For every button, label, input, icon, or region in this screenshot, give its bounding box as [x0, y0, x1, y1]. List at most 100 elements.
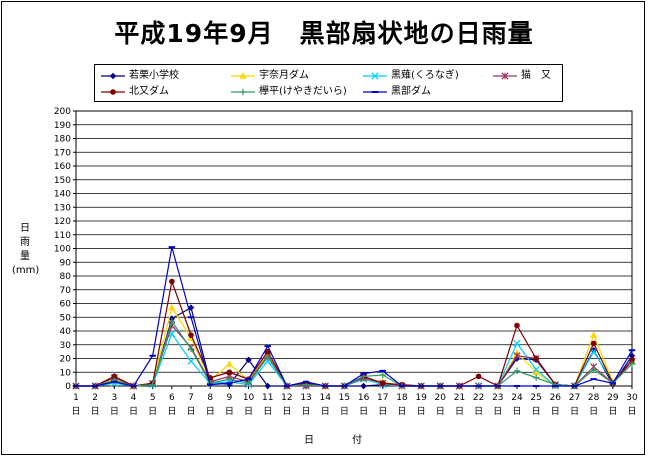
legend-label: 黒薙(くろなぎ) [391, 70, 459, 81]
x-tick-label: 19 日 [415, 393, 427, 417]
data-point [628, 360, 636, 368]
series-line [76, 307, 633, 387]
legend: 若栗小学校 宇奈月ダム 黒薙(くろなぎ) 猫 又北又ダム 欅平(けやきだいら) 黒部ダム [94, 64, 563, 102]
x-tick-label: 14 日 [320, 393, 332, 417]
legend-marker [110, 89, 116, 95]
data-point [187, 316, 195, 319]
data-point [590, 340, 597, 347]
data-point [589, 331, 598, 338]
y-axis-label: 日雨量 (mm) [12, 223, 40, 276]
x-tick-label: 23 日 [492, 393, 503, 417]
data-point [111, 380, 118, 383]
data-point [245, 356, 252, 364]
chart-title: 平成19年9月 黒部扇状地の日雨量 [114, 19, 534, 48]
data-point [226, 375, 233, 383]
legend-label: 猫 又 [521, 70, 551, 81]
x-tick-label: 27 日 [569, 393, 580, 417]
x-tick-label: 11 日 [262, 393, 273, 417]
data-point [379, 371, 386, 379]
series-7 [72, 246, 636, 387]
data-point [629, 357, 635, 363]
y-tick-label: 100 [54, 245, 71, 255]
data-point [168, 246, 176, 249]
x-tick-label: 13 日 [300, 393, 311, 417]
y-tick-label: 0 [65, 382, 71, 392]
series-line [76, 320, 633, 387]
data-point [513, 352, 521, 360]
data-point [264, 353, 271, 361]
data-point [91, 385, 99, 387]
data-point [532, 385, 540, 387]
legend-marker [371, 91, 379, 93]
y-tick-label: 200 [54, 107, 71, 117]
data-point [302, 380, 310, 383]
data-point [437, 385, 444, 387]
legend-swatch [363, 91, 387, 93]
x-tick-label: 29 日 [607, 393, 619, 417]
data-point [398, 385, 406, 387]
y-tick-label: 160 [54, 162, 71, 172]
data-point [379, 369, 386, 372]
data-point [149, 381, 156, 388]
data-point [72, 385, 80, 387]
legend-marker [239, 72, 247, 79]
x-tick-label: 18 日 [396, 393, 408, 417]
legend-label: 宇奈月ダム [259, 70, 309, 81]
data-point [532, 365, 540, 374]
legend-marker [239, 88, 247, 96]
x-tick-label: 12 日 [281, 393, 292, 417]
legend-swatch [101, 89, 125, 95]
data-point [322, 385, 329, 387]
data-point [187, 357, 195, 365]
y-tick-label: 110 [54, 231, 71, 241]
legend-swatch [363, 72, 387, 80]
x-tick-label: 10 日 [243, 393, 255, 417]
data-point [225, 360, 234, 367]
data-point [226, 369, 233, 376]
series-line [76, 280, 633, 387]
data-point [264, 345, 271, 348]
data-point [283, 385, 291, 387]
x-axis-label: 日 付 [304, 435, 376, 446]
y-tick-label: 140 [54, 190, 71, 200]
x-tick-label: 24 日 [511, 393, 523, 417]
y-tick-label: 50 [60, 313, 72, 323]
data-point [475, 385, 482, 387]
x-tick-label: 25 日 [530, 393, 541, 417]
legend-label: 黒部ダム [391, 86, 431, 97]
x-tick-label: 17 日 [377, 393, 388, 417]
data-point [533, 355, 539, 362]
y-tick-label: 60 [60, 300, 72, 310]
y-tick-label: 20 [60, 355, 72, 365]
data-point [552, 385, 559, 387]
data-point [264, 382, 271, 390]
legend-marker [109, 72, 117, 80]
legend-marker [501, 72, 509, 80]
data-point [628, 349, 636, 352]
y-tick-label: 130 [54, 203, 71, 213]
data-point [187, 345, 195, 353]
data-point [417, 385, 425, 387]
data-point [532, 374, 540, 381]
data-point [609, 382, 617, 385]
data-point [514, 322, 520, 329]
data-point [494, 385, 501, 387]
x-tick-label: 15 日 [339, 393, 350, 417]
data-point [341, 385, 348, 387]
y-tick-label: 10 [60, 368, 72, 378]
data-point [513, 385, 521, 387]
x-tick-label: 20 日 [435, 393, 447, 417]
y-tick-label: 80 [60, 272, 72, 282]
y-tick-label: 70 [60, 286, 72, 296]
legend-swatch [231, 88, 255, 96]
y-tick-label: 120 [54, 217, 71, 227]
